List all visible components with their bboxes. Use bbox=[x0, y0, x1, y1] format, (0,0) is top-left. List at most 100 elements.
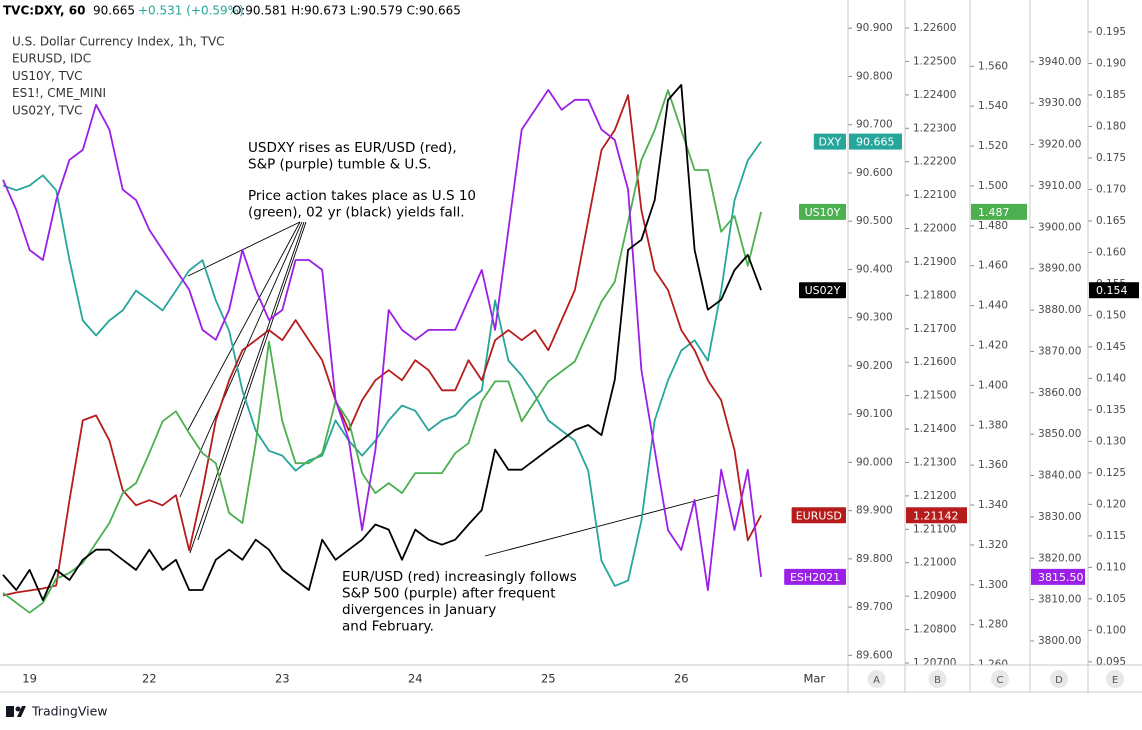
y-tick-label: 0.105 bbox=[1096, 593, 1126, 605]
y-tick-label: 1.520 bbox=[978, 140, 1008, 152]
value-tag bbox=[849, 133, 902, 150]
y-tick-label: 0.190 bbox=[1096, 57, 1126, 69]
annotation-line: and February. bbox=[342, 619, 434, 635]
value-tag-label: 1.21142 bbox=[913, 509, 959, 522]
name-tag bbox=[791, 507, 846, 524]
y-tick-label: 0.110 bbox=[1096, 561, 1126, 573]
y-tick-label: 0.185 bbox=[1096, 89, 1126, 101]
y-tick-label: 1.460 bbox=[978, 260, 1008, 272]
y-tick-label: 3920.00 bbox=[1038, 139, 1081, 151]
y-tick-label: 1.20800 bbox=[913, 624, 956, 636]
legend-entry: U.S. Dollar Currency Index, 1h, TVC bbox=[12, 35, 225, 49]
brand-logo bbox=[6, 706, 26, 717]
name-tag bbox=[799, 203, 846, 220]
name-tag-label: DXY bbox=[819, 136, 842, 149]
name-tag bbox=[813, 133, 846, 150]
y-tick-label: 3910.00 bbox=[1038, 180, 1081, 192]
axis-badge bbox=[1050, 670, 1068, 688]
y-tick-label: 0.145 bbox=[1096, 341, 1126, 353]
y-tick-label: 0.150 bbox=[1096, 309, 1126, 321]
axis-badge bbox=[1106, 670, 1124, 688]
y-tick-label: 3830.00 bbox=[1038, 511, 1081, 523]
annotation-line: USDXY rises as EUR/USD (red), bbox=[248, 140, 457, 156]
pointer bbox=[187, 221, 301, 431]
axis-badge bbox=[928, 670, 947, 688]
pointer bbox=[189, 221, 305, 554]
y-tick-label: 0.135 bbox=[1096, 404, 1126, 416]
y-tick-label: 0.180 bbox=[1096, 120, 1126, 132]
series-line bbox=[2, 89, 762, 614]
annotation-line: divergences in January bbox=[342, 602, 496, 618]
y-tick-label: 1.21600 bbox=[913, 356, 956, 368]
y-tick-label: 0.175 bbox=[1096, 152, 1126, 164]
y-tick-label: 1.21000 bbox=[913, 557, 956, 569]
y-tick-label: 0.115 bbox=[1096, 530, 1126, 542]
y-tick-label: 1.560 bbox=[978, 60, 1008, 72]
y-tick-label: 1.360 bbox=[978, 459, 1008, 471]
axis-letter: B bbox=[934, 675, 941, 686]
header-price: 90.665 bbox=[93, 4, 135, 18]
y-tick-label: 1.440 bbox=[978, 300, 1008, 312]
value-tag bbox=[1031, 568, 1085, 585]
y-tick-label: 3850.00 bbox=[1038, 428, 1081, 440]
series-line bbox=[2, 89, 762, 591]
y-tick-label: 1.480 bbox=[978, 220, 1008, 232]
y-tick-label: 0.165 bbox=[1096, 215, 1126, 227]
y-tick-label: 1.420 bbox=[978, 339, 1008, 351]
x-tick-label: 24 bbox=[408, 672, 423, 686]
value-tag bbox=[1089, 282, 1139, 299]
axis-badge bbox=[867, 670, 886, 688]
y-tick-label: 90.900 bbox=[856, 22, 893, 34]
y-tick-label: 3900.00 bbox=[1038, 221, 1081, 233]
name-tag-label: EURUSD bbox=[796, 509, 842, 522]
logo-tail bbox=[17, 706, 26, 717]
y-tick-label: 0.100 bbox=[1096, 624, 1126, 636]
y-tick-label: 1.380 bbox=[978, 419, 1008, 431]
y-tick-label: 90.500 bbox=[856, 215, 893, 227]
y-tick-label: 3810.00 bbox=[1038, 594, 1081, 606]
y-tick-label: 1.21500 bbox=[913, 390, 956, 402]
y-tick-label: 90.600 bbox=[856, 167, 893, 179]
y-tick-label: 89.700 bbox=[856, 601, 893, 613]
y-tick-label: 1.280 bbox=[978, 619, 1008, 631]
y-tick-label: 1.22100 bbox=[913, 189, 956, 201]
annotation-line: S&P 500 (purple) after frequent bbox=[342, 586, 556, 602]
header-symbol: TVC:DXY, 60 bbox=[3, 4, 85, 18]
y-tick-label: 90.400 bbox=[856, 263, 893, 275]
name-tag-label: US10Y bbox=[805, 206, 841, 219]
value-tag-label: 0.154 bbox=[1096, 284, 1128, 297]
legend-entry: US10Y, TVC bbox=[12, 69, 83, 83]
y-tick-label: 3860.00 bbox=[1038, 387, 1081, 399]
series-line bbox=[2, 84, 762, 601]
y-tick-label: 1.500 bbox=[978, 180, 1008, 192]
legend-entry: EURUSD, IDC bbox=[12, 52, 91, 66]
pointer bbox=[187, 221, 301, 277]
axis-letter: E bbox=[1112, 675, 1118, 686]
y-tick-label: 3870.00 bbox=[1038, 345, 1081, 357]
annotation-line: EUR/USD (red) increasingly follows bbox=[342, 569, 577, 585]
annotation-line: S&P (purple) tumble & U.S. bbox=[248, 157, 431, 173]
y-tick-label: 0.195 bbox=[1096, 26, 1126, 38]
y-tick-label: 3840.00 bbox=[1038, 470, 1081, 482]
y-tick-label: 90.000 bbox=[856, 456, 893, 468]
name-tag bbox=[799, 282, 846, 299]
pointer bbox=[197, 221, 307, 541]
y-tick-label: 3880.00 bbox=[1038, 304, 1081, 316]
y-tick-label: 89.800 bbox=[856, 553, 893, 565]
name-tag-label: US02Y bbox=[805, 284, 841, 297]
legend-entry: ES1!, CME_MINI bbox=[12, 86, 106, 100]
x-tick-label: 25 bbox=[541, 672, 556, 686]
axis-badge bbox=[991, 670, 1009, 688]
name-tag-label: ESH2021 bbox=[790, 571, 840, 584]
annotation-line: Price action takes place as U.S 10 bbox=[248, 188, 476, 204]
x-tick-label: Mar bbox=[803, 672, 825, 686]
y-tick-label: 1.320 bbox=[978, 539, 1008, 551]
annotation-pointers bbox=[179, 221, 719, 557]
y-tick-label: 0.160 bbox=[1096, 246, 1126, 258]
y-tick-label: 1.21400 bbox=[913, 423, 956, 435]
y-tick-label: 1.340 bbox=[978, 499, 1008, 511]
y-tick-label: 90.200 bbox=[856, 360, 893, 372]
y-tick-label: 1.22300 bbox=[913, 122, 956, 134]
